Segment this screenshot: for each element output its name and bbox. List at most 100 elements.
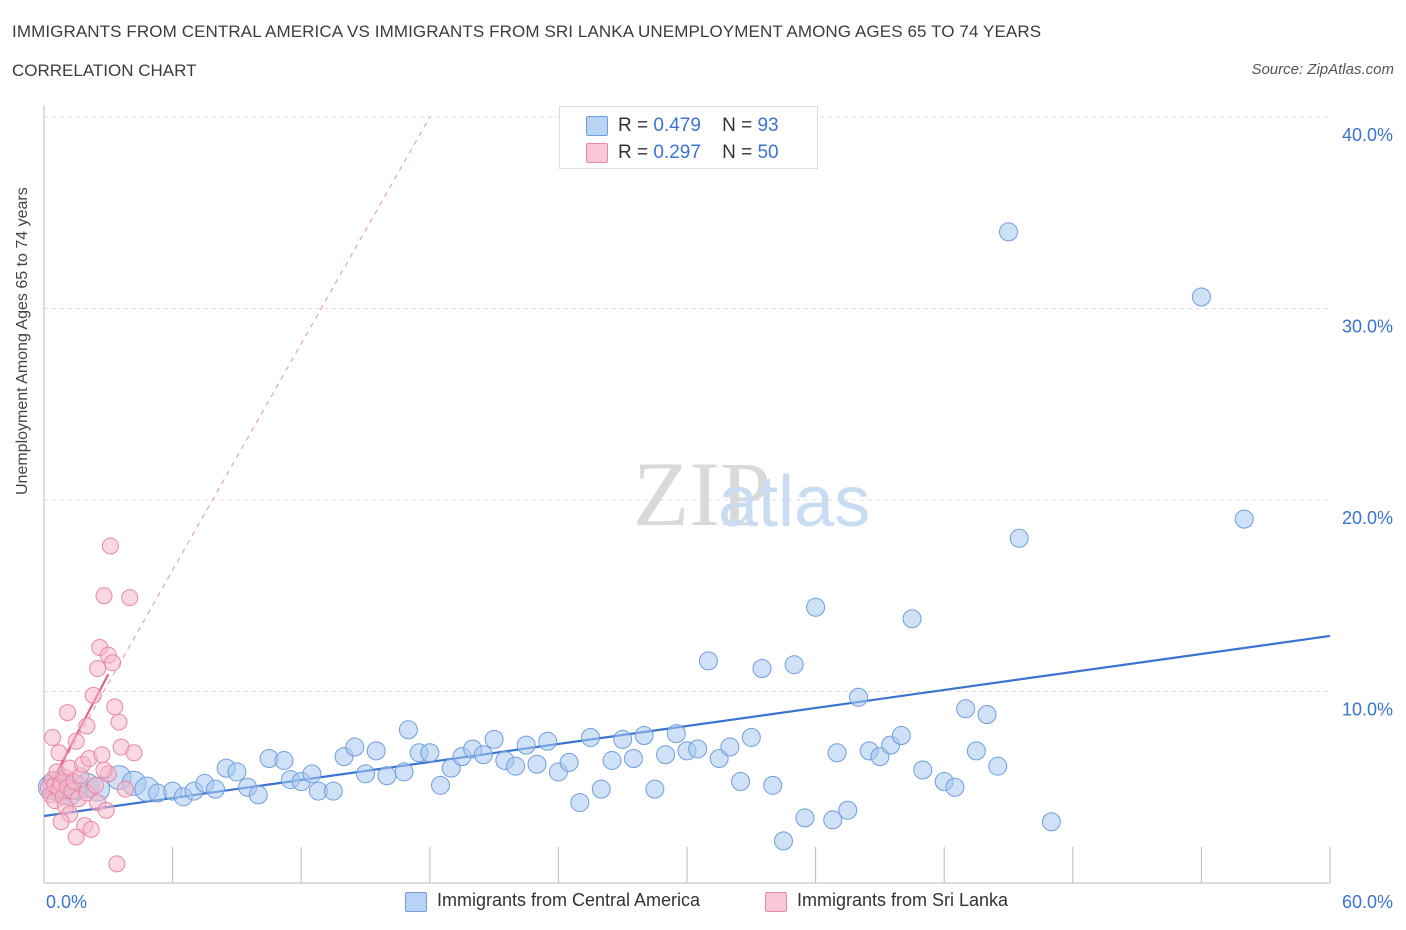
point-sri-lanka — [95, 587, 113, 605]
point-central-america — [591, 779, 611, 799]
point-sri-lanka — [106, 698, 124, 716]
trend-line-sri-lanka-extended — [43, 116, 431, 798]
point-central-america — [688, 739, 708, 759]
legend-swatch-blue — [586, 116, 608, 136]
point-central-america — [205, 779, 225, 799]
y-tick-label: 10.0% — [1342, 700, 1393, 720]
point-central-america — [345, 737, 365, 757]
legend-r-label: R = — [618, 115, 649, 136]
point-central-america — [848, 687, 868, 707]
point-central-america — [999, 222, 1018, 242]
point-central-america — [394, 762, 414, 782]
legend-n-value: 93 — [757, 115, 779, 136]
point-sri-lanka — [44, 728, 62, 746]
bottom-legend-swatch-pink — [765, 892, 787, 912]
legend-swatch-pink — [586, 143, 608, 163]
point-central-america — [966, 741, 986, 761]
legend-n-label: N = — [722, 142, 753, 163]
point-sri-lanka — [89, 660, 107, 678]
point-sri-lanka — [110, 713, 128, 731]
point-central-america — [902, 609, 922, 629]
chart-subtitle: CORRELATION CHART — [12, 61, 197, 80]
point-central-america — [602, 750, 622, 770]
point-central-america — [913, 760, 933, 780]
point-central-america — [527, 754, 547, 774]
point-central-america — [227, 762, 247, 782]
point-central-america — [1009, 528, 1029, 548]
point-central-america — [323, 781, 343, 801]
point-sri-lanka — [52, 813, 70, 831]
point-central-america — [1191, 287, 1211, 307]
y-tick-label: 30.0% — [1342, 317, 1393, 337]
point-central-america — [356, 764, 375, 784]
point-central-america — [763, 775, 783, 795]
chart-title: IMMIGRANTS FROM CENTRAL AMERICA VS IMMIG… — [12, 22, 1042, 41]
point-central-america — [645, 779, 665, 799]
point-central-america — [516, 735, 536, 755]
y-tick-label: 20.0% — [1342, 508, 1393, 528]
point-sri-lanka — [67, 828, 85, 846]
point-sri-lanka — [84, 686, 102, 704]
point-sri-lanka — [95, 761, 113, 779]
point-central-america — [274, 750, 294, 770]
point-central-america — [666, 724, 686, 744]
watermark-atlas: atlas — [718, 462, 870, 542]
point-sri-lanka — [108, 855, 126, 873]
x-tick-label: 60.0% — [1342, 892, 1393, 912]
y-axis-label: Unemployment Among Ages 65 to 74 years — [14, 187, 31, 495]
bottom-legend-label: Immigrants from Central America — [437, 890, 701, 910]
point-central-america — [366, 741, 386, 761]
point-central-america — [698, 651, 718, 671]
point-central-america — [945, 777, 965, 797]
data-points — [37, 222, 1254, 873]
grid-lines — [44, 116, 1330, 692]
point-central-america — [1234, 509, 1254, 529]
point-sri-lanka — [104, 654, 122, 672]
point-central-america — [248, 785, 268, 805]
point-central-america — [656, 745, 676, 765]
point-sri-lanka — [93, 746, 111, 764]
point-central-america — [741, 727, 761, 747]
point-central-america — [559, 752, 579, 772]
point-sri-lanka — [59, 704, 77, 722]
legend-r-value: 0.479 — [653, 115, 701, 136]
point-central-america — [823, 810, 843, 830]
point-central-america — [827, 743, 847, 763]
point-central-america — [581, 727, 601, 747]
point-central-america — [623, 749, 643, 769]
y-tick-label: 40.0% — [1342, 125, 1393, 145]
point-central-america — [1041, 812, 1061, 832]
point-sri-lanka — [86, 776, 104, 794]
trend-line-central-america — [43, 634, 1331, 818]
watermark-zip: ZIP — [633, 443, 771, 545]
source-credit: Source: ZipAtlas.com — [1251, 61, 1394, 78]
point-central-america — [838, 800, 858, 820]
point-sri-lanka — [116, 780, 134, 798]
point-sri-lanka — [101, 537, 119, 555]
point-central-america — [538, 731, 558, 751]
point-central-america — [634, 726, 654, 746]
point-central-america — [570, 793, 590, 813]
point-central-america — [398, 720, 418, 740]
point-central-america — [420, 743, 440, 763]
point-sri-lanka — [125, 744, 143, 762]
point-sri-lanka — [50, 744, 68, 762]
point-central-america — [377, 766, 397, 786]
point-central-america — [795, 808, 815, 828]
point-central-america — [988, 756, 1008, 776]
tick-labels: 10.0% 20.0% 30.0% 40.0% 0.0% 60.0% — [46, 125, 1393, 912]
point-central-america — [731, 772, 751, 792]
point-sri-lanka — [82, 820, 100, 838]
point-central-america — [506, 756, 526, 776]
point-central-america — [484, 729, 504, 749]
point-sri-lanka — [97, 801, 115, 819]
point-sri-lanka — [67, 732, 85, 750]
x-tick-label: 0.0% — [46, 892, 87, 912]
legend-n-value: 50 — [757, 142, 779, 163]
point-central-america — [891, 726, 911, 746]
point-central-america — [773, 831, 793, 851]
bottom-legend-label: Immigrants from Sri Lanka — [797, 890, 1009, 910]
point-central-america — [784, 655, 804, 675]
point-central-america — [613, 729, 633, 749]
